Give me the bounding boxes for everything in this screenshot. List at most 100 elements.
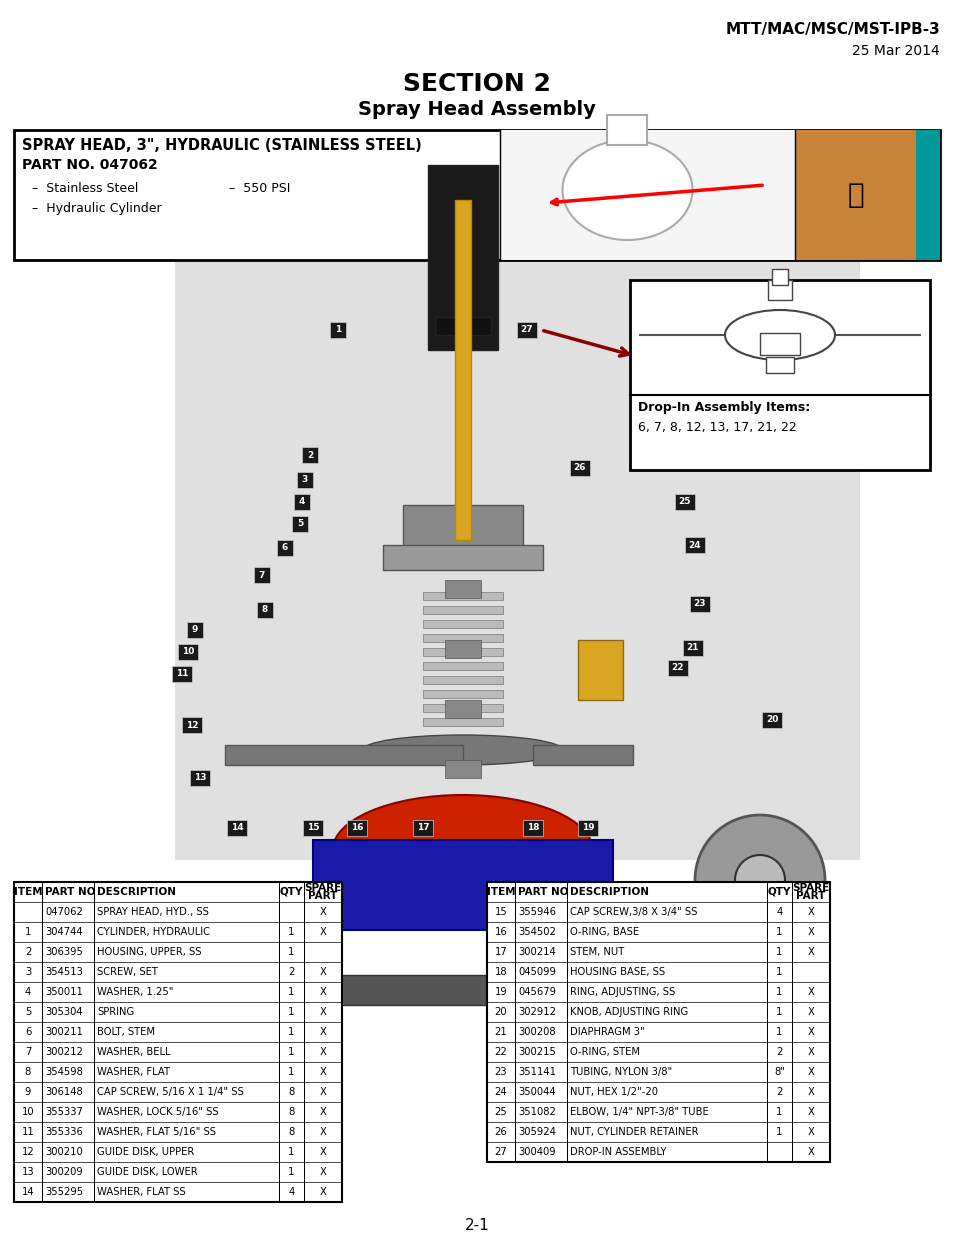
Text: X: X	[319, 1047, 326, 1057]
Bar	[347, 820, 367, 836]
Ellipse shape	[734, 855, 784, 905]
Bar	[402, 505, 522, 550]
Bar	[761, 713, 781, 727]
Text: X: X	[807, 906, 814, 918]
Text: ITEM: ITEM	[13, 887, 42, 897]
Text: 6: 6	[25, 1028, 31, 1037]
Text: SPARE: SPARE	[792, 883, 829, 893]
Text: –  550 PSI: – 550 PSI	[229, 182, 290, 195]
Text: STEM, NUT: STEM, NUT	[569, 947, 623, 957]
Bar	[227, 820, 247, 836]
Text: 26: 26	[573, 463, 586, 473]
Text: X: X	[319, 967, 326, 977]
Bar	[253, 567, 270, 583]
Bar	[172, 666, 192, 682]
Bar	[444, 760, 480, 778]
Text: 18: 18	[495, 967, 507, 977]
Text: 045679: 045679	[517, 987, 556, 997]
Text: 355946: 355946	[517, 906, 556, 918]
Text: X: X	[319, 1147, 326, 1157]
Text: 305924: 305924	[517, 1128, 556, 1137]
Text: SECTION 2: SECTION 2	[402, 72, 551, 96]
Text: 18: 18	[526, 824, 538, 832]
Text: 1: 1	[288, 927, 294, 937]
Bar	[277, 950, 295, 962]
Bar	[422, 718, 502, 726]
Text: GUIDE DISK, LOWER: GUIDE DISK, LOWER	[97, 1167, 197, 1177]
Text: 1: 1	[776, 1028, 781, 1037]
Text: 21: 21	[686, 643, 699, 652]
Text: 📷: 📷	[846, 182, 862, 209]
Text: 5: 5	[25, 1007, 31, 1016]
Bar	[629, 280, 929, 471]
Text: 19: 19	[494, 987, 507, 997]
Bar	[296, 472, 313, 488]
Text: PART NO. 047062: PART NO. 047062	[22, 158, 157, 172]
Text: DESCRIPTION: DESCRIPTION	[97, 887, 175, 897]
Bar	[667, 659, 687, 676]
Text: 13: 13	[193, 773, 206, 783]
Text: PART NO: PART NO	[45, 887, 95, 897]
Bar	[422, 592, 502, 600]
Text: X: X	[319, 1028, 326, 1037]
Text: 5: 5	[296, 520, 303, 529]
Text: 8: 8	[288, 1128, 294, 1137]
Text: 306395: 306395	[45, 947, 83, 957]
Text: X: X	[807, 947, 814, 957]
Text: O-RING, BASE: O-RING, BASE	[569, 927, 639, 937]
Text: 300409: 300409	[517, 1147, 555, 1157]
Bar	[422, 634, 502, 642]
Text: 1: 1	[335, 326, 341, 335]
Text: GUIDE DISK, UPPER: GUIDE DISK, UPPER	[97, 1147, 194, 1157]
Text: RING, ADJUSTING, SS: RING, ADJUSTING, SS	[569, 987, 675, 997]
Text: X: X	[319, 927, 326, 937]
Text: 350044: 350044	[517, 1087, 555, 1097]
Text: SCREW, SET: SCREW, SET	[97, 967, 157, 977]
Ellipse shape	[333, 795, 592, 905]
Text: Spray Head Assembly: Spray Head Assembly	[357, 100, 596, 119]
Text: 300211: 300211	[45, 1028, 83, 1037]
Bar	[225, 745, 462, 764]
Text: 23: 23	[495, 1067, 507, 1077]
Ellipse shape	[695, 815, 824, 945]
Text: 19: 19	[581, 824, 594, 832]
Text: 6: 6	[281, 543, 288, 552]
Bar	[629, 920, 647, 932]
Text: 2: 2	[776, 1047, 781, 1057]
Text: 1: 1	[288, 1167, 294, 1177]
Text: 2: 2	[25, 947, 31, 957]
Text: 300215: 300215	[517, 1047, 556, 1057]
Bar	[915, 130, 939, 261]
Text: 8: 8	[262, 605, 268, 615]
Bar	[578, 640, 622, 700]
Text: TUBING, NYLON 3/8": TUBING, NYLON 3/8"	[569, 1067, 672, 1077]
Ellipse shape	[724, 310, 834, 359]
Text: 4: 4	[288, 1187, 294, 1197]
Bar	[689, 597, 709, 613]
Text: 11: 11	[22, 1128, 34, 1137]
Bar	[422, 648, 502, 656]
Text: 10: 10	[182, 647, 194, 657]
Bar	[293, 974, 632, 1005]
Text: 1: 1	[288, 1047, 294, 1057]
Text: 20: 20	[495, 1007, 507, 1016]
Bar	[422, 606, 502, 614]
Text: –  Stainless Steel: – Stainless Steel	[32, 182, 138, 195]
Bar	[302, 447, 317, 463]
Text: 26: 26	[494, 1128, 507, 1137]
Text: QTY: QTY	[767, 887, 790, 897]
Bar	[178, 643, 198, 659]
Text: DIAPHRAGM 3": DIAPHRAGM 3"	[569, 1028, 644, 1037]
Text: SPRAY HEAD, 3", HYDRAULIC (STAINLESS STEEL): SPRAY HEAD, 3", HYDRAULIC (STAINLESS STE…	[22, 138, 421, 153]
Bar	[607, 115, 647, 144]
Bar	[765, 357, 793, 373]
Text: 14: 14	[22, 1187, 34, 1197]
Text: 2: 2	[288, 967, 294, 977]
Text: 351082: 351082	[517, 1107, 556, 1116]
Text: 4: 4	[776, 906, 781, 918]
Text: 2: 2	[776, 1087, 781, 1097]
Text: 300209: 300209	[45, 1167, 83, 1177]
Bar	[532, 745, 632, 764]
Bar	[444, 700, 480, 718]
Bar	[629, 974, 647, 987]
